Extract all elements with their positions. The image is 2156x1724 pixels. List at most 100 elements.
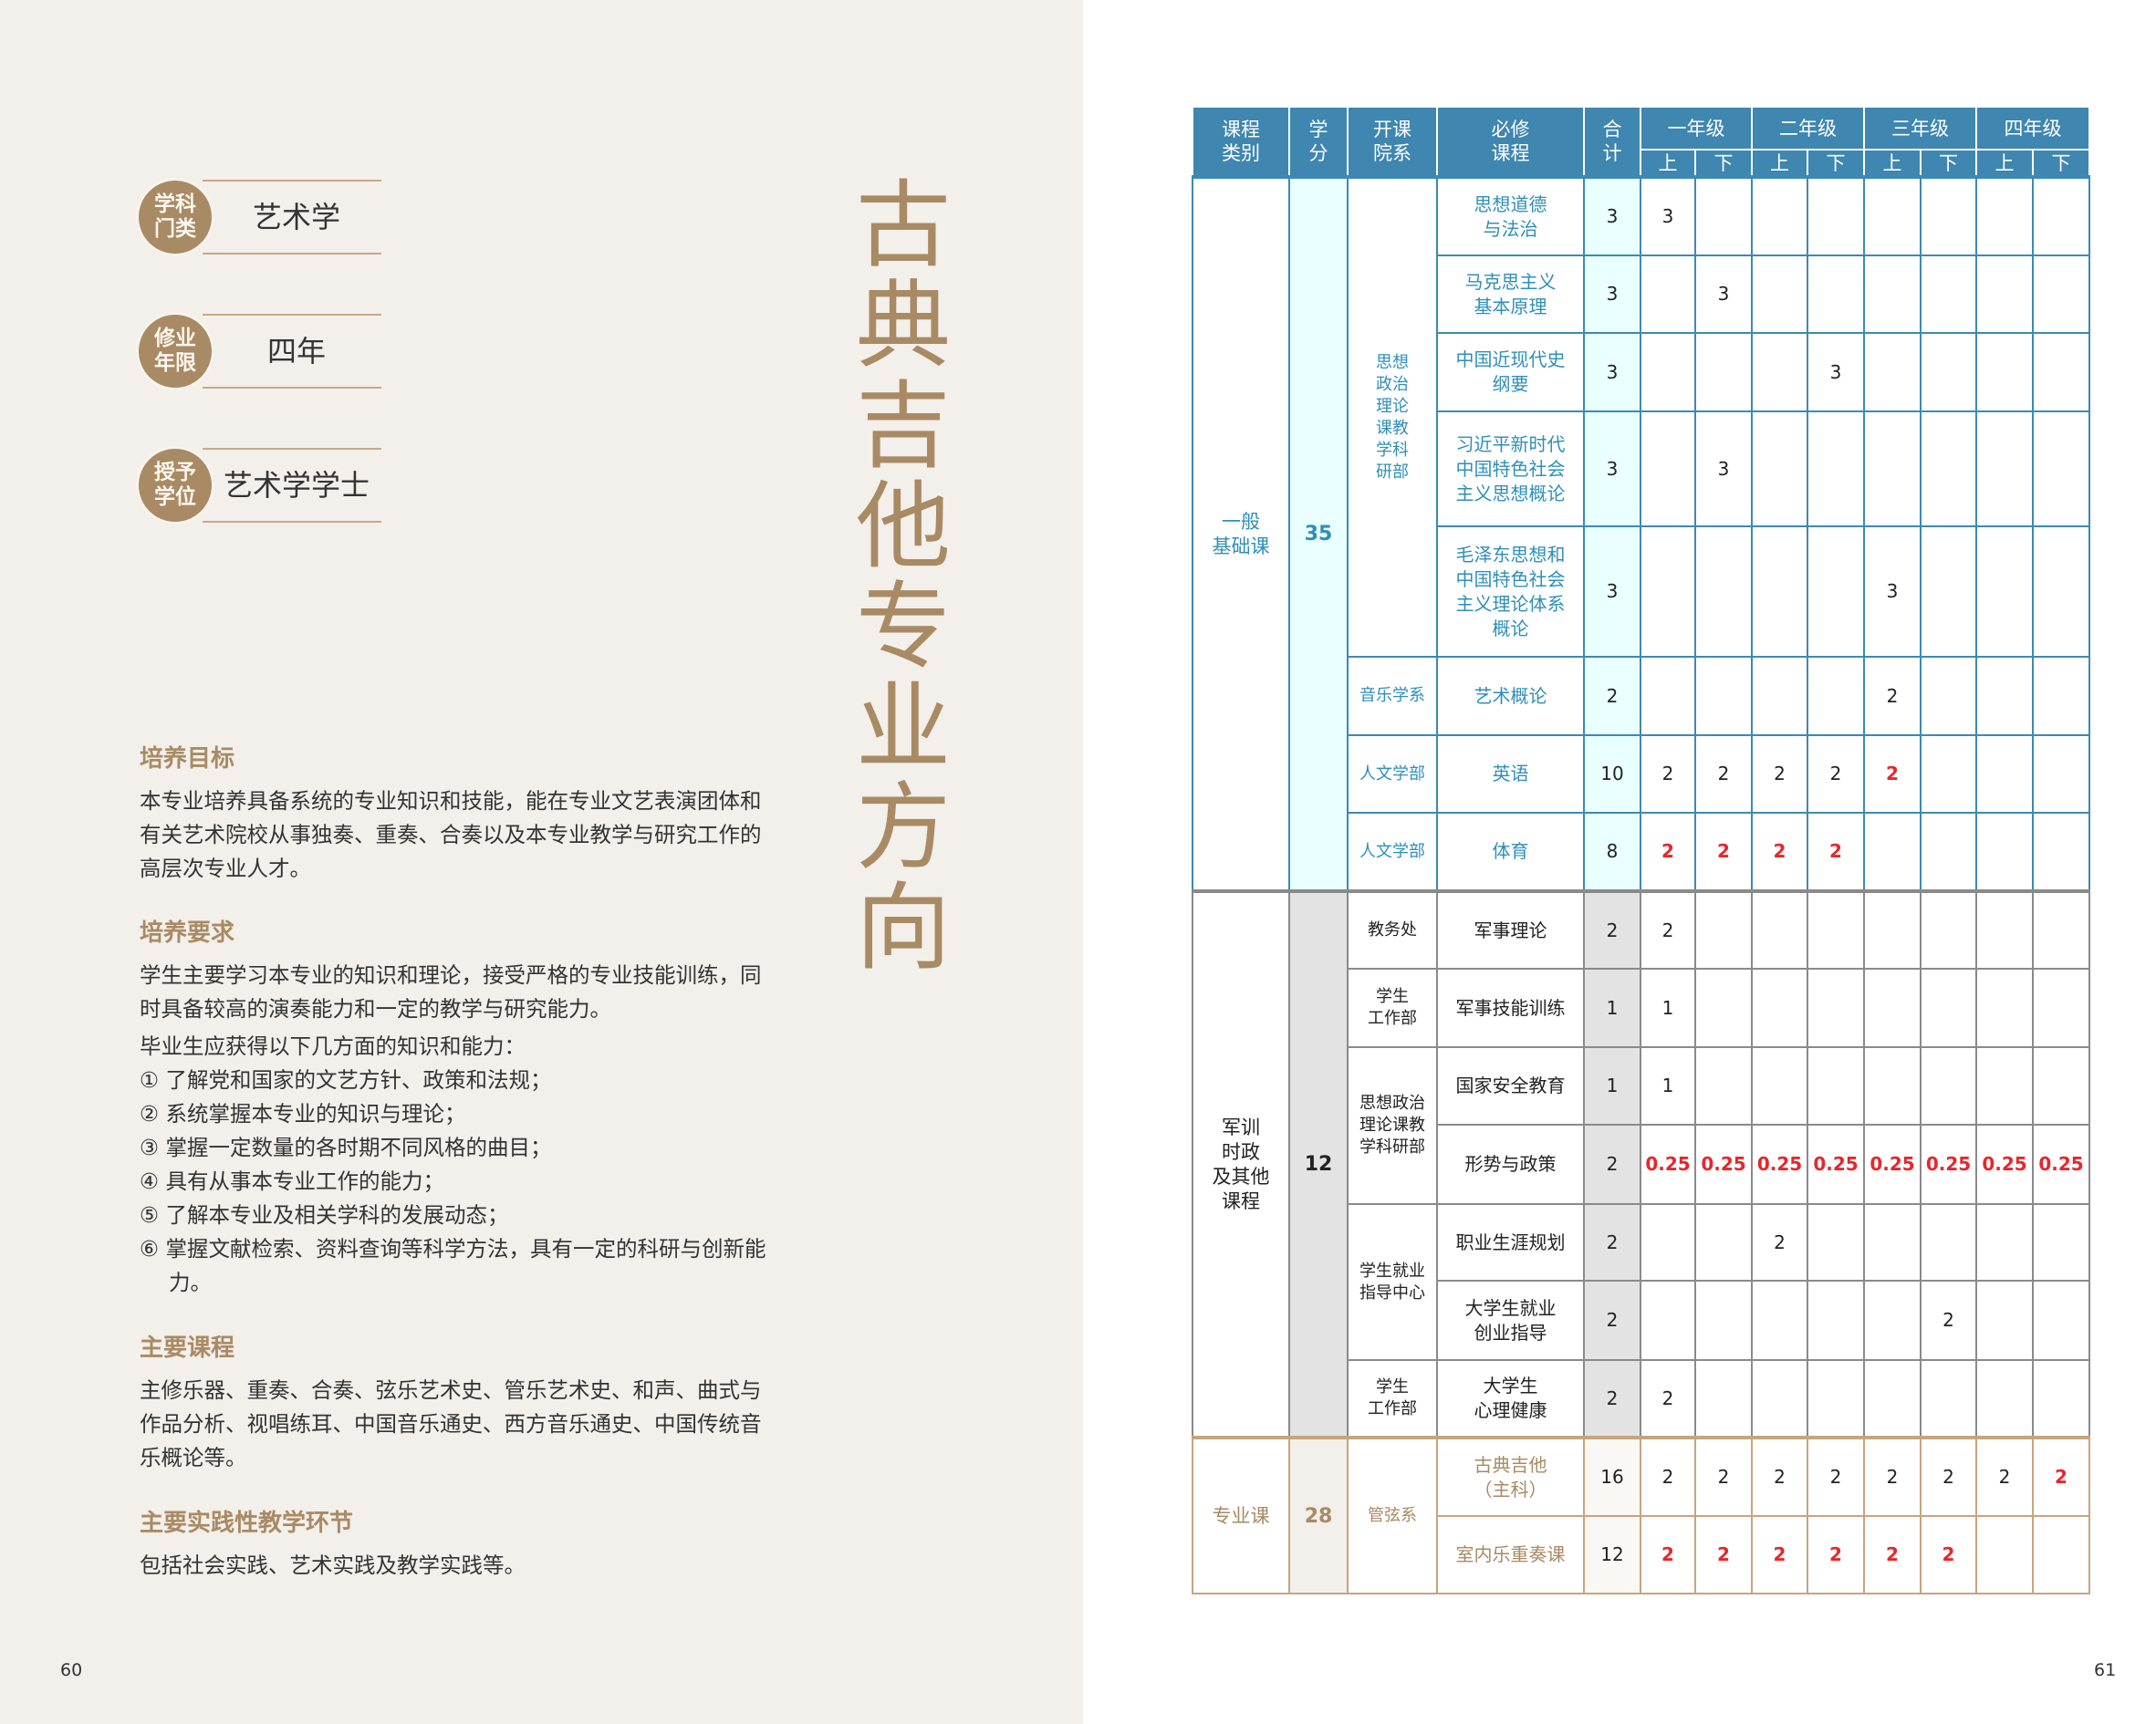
term-cell: [1751, 968, 1808, 1048]
term-cell: [2032, 254, 2090, 334]
term-cell: [1863, 1046, 1922, 1126]
term-cell: 2: [1751, 734, 1808, 814]
total-cell: 8: [1583, 812, 1641, 892]
list-item: ⑤ 了解本专业及相关学科的发展动态；: [140, 1202, 509, 1228]
term-cell: 2: [1694, 1515, 1753, 1594]
course-cell: 英语: [1436, 734, 1585, 814]
table-row: 人文学部 英语 10 2 2 2 2 2: [1193, 734, 2090, 814]
term-cell: 2: [1751, 812, 1808, 892]
term-cell: 3: [1694, 410, 1753, 527]
term-cell: 2: [1694, 734, 1753, 814]
total-cell: 3: [1583, 332, 1641, 412]
term-cell: [1975, 1359, 2034, 1438]
term-cell: [1920, 175, 1977, 256]
info-label-badge: 授予 学位: [139, 449, 212, 522]
department-cell: 学生 工作部: [1347, 968, 1438, 1048]
section-objective: 培养目标 本专业培养具备系统的专业知识和技能，能在专业文艺表演团体和有关艺术院校…: [140, 743, 778, 886]
total-cell: 3: [1583, 525, 1641, 658]
department-cell: 思想政治 理论课教 学科研部: [1347, 1046, 1438, 1205]
course-cell: 大学生就业 创业指导: [1436, 1280, 1585, 1361]
header-year: 二年级: [1751, 108, 1865, 150]
term-cell: [1920, 968, 1977, 1048]
term-cell: 2: [1640, 734, 1696, 814]
info-duration: 修业 年限 四年: [139, 314, 381, 389]
term-cell: 2: [1863, 1436, 1922, 1517]
term-cell: [2032, 525, 2090, 658]
table-row: 马克思主义 基本原理 3 3: [1193, 254, 2090, 334]
term-cell: 2: [1751, 1515, 1808, 1594]
term-cell: [1863, 812, 1922, 892]
term-cell: [1751, 332, 1808, 412]
term-cell: [1920, 812, 1977, 892]
course-cell: 艺术概论: [1436, 656, 1585, 736]
header-row: 上下上下上下上下: [1193, 149, 2090, 177]
divider: [203, 448, 381, 450]
term-cell: 2: [1920, 1436, 1977, 1517]
term-cell: 2: [1640, 1515, 1696, 1594]
table-row: 毛泽东思想和 中国特色社会 主义理论体系 概论 3 3: [1193, 525, 2090, 658]
term-cell: [1694, 1046, 1753, 1126]
info-value: 艺术学: [252, 200, 340, 234]
page-number: 61: [2094, 1660, 2117, 1680]
term-cell: 3: [1640, 175, 1696, 256]
term-cell: [1975, 968, 2034, 1048]
term-cell: 2: [1694, 1436, 1753, 1517]
term-cell: 2: [1807, 1436, 1865, 1517]
category-cell: 专业课: [1192, 1436, 1290, 1594]
table-row: 习近平新时代 中国特色社会 主义思想概论 3 3: [1193, 410, 2090, 527]
header-term: 下: [1694, 149, 1753, 177]
credits-cell: 12: [1288, 889, 1349, 1438]
section-heading: 培养要求: [140, 919, 235, 947]
course-cell: 思想道德 与法治: [1436, 175, 1585, 256]
term-cell: [1807, 889, 1865, 970]
header-term: 下: [2032, 149, 2090, 177]
right-page: 课程 类别学 分开课 院系 必修 课程合 计一年级 二年级 三年级 四年级上下上下上下上…: [1083, 0, 2156, 1724]
term-cell: [1807, 1359, 1865, 1438]
paragraph: 包括社会实践、艺术实践及教学实践等。: [140, 1553, 526, 1578]
info-value: 艺术学学士: [223, 468, 370, 503]
term-cell: [1694, 1280, 1753, 1361]
divider: [203, 521, 381, 523]
term-cell: [1863, 968, 1922, 1048]
term-cell: 3: [1694, 254, 1753, 334]
term-cell: 3: [1807, 332, 1865, 412]
term-cell: 0.25: [2032, 1124, 2090, 1205]
term-cell: [1863, 254, 1922, 334]
paragraph: 学生主要学习本专业的知识和理论，接受严格的专业技能训练，同时具备较高的演奏能力和…: [140, 962, 762, 1022]
total-cell: 3: [1583, 254, 1641, 334]
list-item: ④ 具有从事本专业工作的能力；: [140, 1168, 445, 1194]
term-cell: [1807, 525, 1865, 658]
term-cell: 2: [1807, 1515, 1865, 1594]
table-row: 室内乐重奏课 12 2 2 2 2 2 2: [1193, 1515, 2090, 1594]
term-cell: [1863, 410, 1922, 527]
term-cell: [1751, 1280, 1808, 1361]
term-cell: [1640, 656, 1696, 736]
header-credits: 学 分: [1288, 108, 1349, 177]
course-cell: 军事理论: [1436, 889, 1585, 970]
section-main-courses: 主要课程 主修乐器、重奏、合奏、弦乐艺术史、管乐艺术史、和声、曲式与作品分析、视…: [140, 1332, 778, 1475]
header-term: 上: [1751, 149, 1808, 177]
course-cell: 马克思主义 基本原理: [1436, 254, 1585, 334]
term-cell: 0.25: [1863, 1124, 1922, 1205]
header-course: 必修 课程: [1436, 108, 1585, 177]
term-cell: [1920, 1046, 1977, 1126]
department-cell: 管弦系: [1347, 1436, 1438, 1594]
department-cell: 思想政治理论课教学科研部: [1347, 175, 1438, 658]
term-cell: [1920, 1359, 1977, 1438]
term-cell: [2032, 175, 2090, 256]
term-cell: [1694, 332, 1753, 412]
info-degree: 授予 学位 艺术学学士: [139, 448, 381, 523]
term-cell: [1751, 175, 1808, 256]
table-row: 学生 工作部 大学生 心理健康 2 2: [1193, 1359, 2090, 1438]
course-cell: 职业生涯规划: [1436, 1203, 1585, 1282]
header-term: 下: [1807, 149, 1865, 177]
term-cell: [1694, 889, 1753, 970]
term-cell: [2032, 1280, 2090, 1361]
term-cell: [1694, 1359, 1753, 1438]
table-row: 军训 时政 及其他 课程 12 教务处 军事理论 2 2: [1192, 889, 2090, 1438]
course-cell: 形势与政策: [1436, 1124, 1585, 1205]
curriculum-table: 课程 类别学 分开课 院系 必修 课程合 计一年级 二年级 三年级 四年级上下上下上下上…: [1192, 108, 2090, 1594]
table-row: 大学生就业 创业指导 2 2: [1193, 1280, 2090, 1361]
term-cell: [1863, 332, 1922, 412]
term-cell: [1863, 1280, 1922, 1361]
